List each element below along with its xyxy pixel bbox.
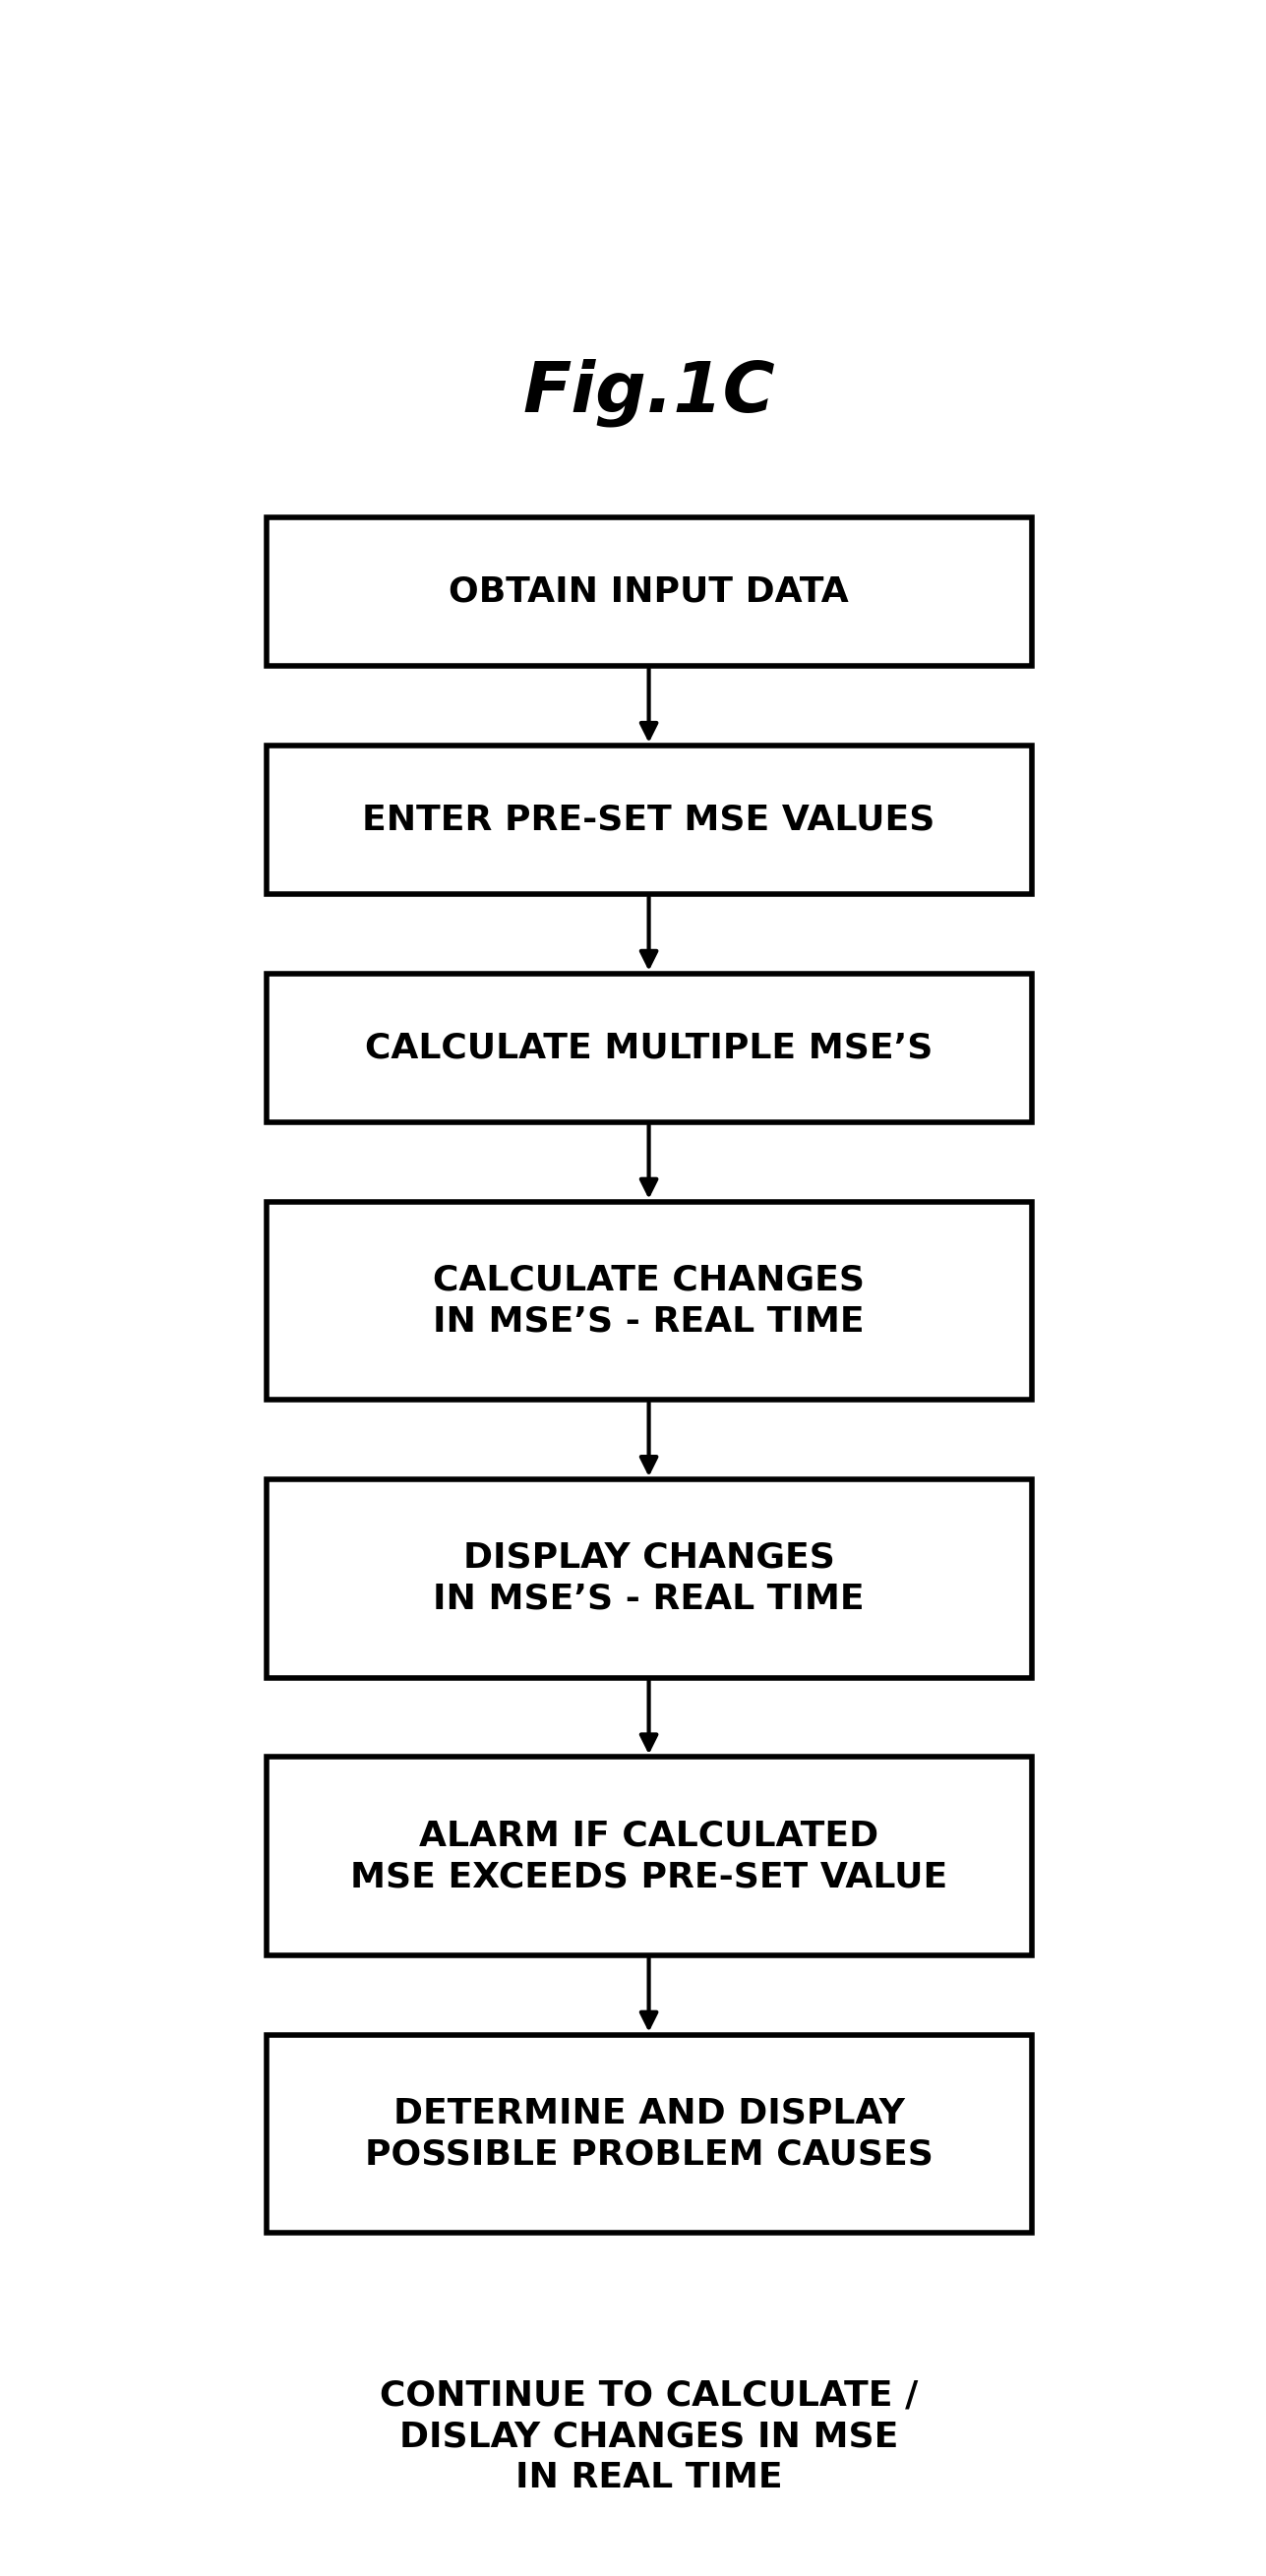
Text: CALCULATE CHANGES
IN MSE’S - REAL TIME: CALCULATE CHANGES IN MSE’S - REAL TIME <box>433 1262 865 1340</box>
Text: CALCULATE MULTIPLE MSE’S: CALCULATE MULTIPLE MSE’S <box>365 1030 933 1064</box>
Bar <box>266 2313 1032 2561</box>
Text: ALARM IF CALCULATED
MSE EXCEEDS PRE-SET VALUE: ALARM IF CALCULATED MSE EXCEEDS PRE-SET … <box>351 1819 947 1893</box>
Text: OBTAIN INPUT DATA: OBTAIN INPUT DATA <box>448 574 849 608</box>
Bar <box>266 744 1032 894</box>
Text: Fig.1C: Fig.1C <box>523 358 775 428</box>
Text: ENTER PRE-SET MSE VALUES: ENTER PRE-SET MSE VALUES <box>362 804 936 837</box>
Text: DISPLAY CHANGES
IN MSE’S - REAL TIME: DISPLAY CHANGES IN MSE’S - REAL TIME <box>433 1540 865 1615</box>
Bar <box>266 1479 1032 1677</box>
Bar <box>266 1757 1032 1955</box>
Bar <box>266 518 1032 667</box>
Text: CONTINUE TO CALCULATE /
DISLAY CHANGES IN MSE
IN REAL TIME: CONTINUE TO CALCULATE / DISLAY CHANGES I… <box>380 2378 918 2494</box>
Bar <box>266 2035 1032 2233</box>
Bar <box>266 974 1032 1123</box>
Bar <box>266 1200 1032 1401</box>
Text: DETERMINE AND DISPLAY
POSSIBLE PROBLEM CAUSES: DETERMINE AND DISPLAY POSSIBLE PROBLEM C… <box>365 2097 933 2172</box>
